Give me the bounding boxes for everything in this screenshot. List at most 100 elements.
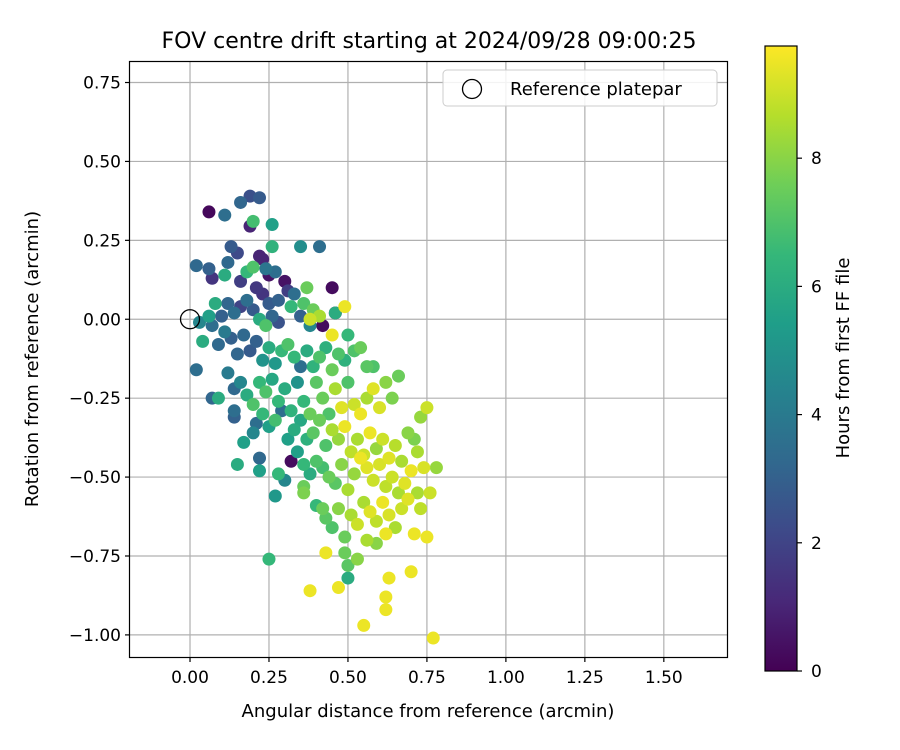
- data-point: [189, 363, 203, 377]
- data-point: [249, 334, 263, 348]
- data-point: [357, 495, 371, 509]
- y-axis-ticks: 0.75 0.50 0.25 0.00 −0.25 −0.50 −0.75 −1.00: [69, 74, 130, 646]
- data-point: [309, 375, 323, 389]
- data-point: [366, 473, 380, 487]
- colorbar-ticks: 0 2 4 6 8: [797, 149, 822, 682]
- data-point: [350, 432, 364, 446]
- data-point: [401, 426, 415, 440]
- data-point: [246, 426, 260, 440]
- colorbar: [764, 45, 798, 672]
- data-point: [331, 347, 345, 361]
- data-point: [313, 240, 327, 254]
- data-point: [297, 457, 311, 471]
- data-point: [341, 328, 355, 342]
- x-tick-label: 1.50: [645, 668, 683, 688]
- data-point: [284, 404, 298, 418]
- data-point: [331, 502, 345, 516]
- data-point: [379, 603, 393, 617]
- data-point: [218, 268, 232, 282]
- data-point: [309, 454, 323, 468]
- data-point: [300, 344, 314, 358]
- y-tick-label: −0.25: [69, 389, 121, 409]
- colorbar-tick-label: 2: [811, 534, 822, 554]
- data-point: [341, 375, 355, 389]
- data-point: [369, 442, 383, 456]
- x-tick-label: 0.25: [250, 668, 288, 688]
- data-point: [300, 281, 314, 295]
- data-point: [331, 432, 345, 446]
- data-point: [290, 445, 304, 459]
- data-point: [354, 341, 368, 355]
- y-tick-label: 0.25: [83, 231, 121, 251]
- x-tick-label: 0.50: [329, 668, 367, 688]
- data-point: [350, 517, 364, 531]
- data-point: [303, 584, 317, 598]
- data-point: [202, 205, 216, 219]
- data-point: [395, 454, 409, 468]
- data-point: [246, 260, 260, 274]
- data-point: [328, 306, 342, 320]
- data-point: [382, 571, 396, 585]
- data-point: [265, 309, 279, 323]
- data-point: [265, 240, 279, 254]
- reference-platepar-point: [179, 309, 201, 330]
- y-tick-label: 0.75: [83, 74, 121, 94]
- data-point: [313, 413, 327, 427]
- data-point: [253, 375, 267, 389]
- legend: Reference platepar: [442, 69, 718, 107]
- data-point: [297, 296, 311, 310]
- colorbar-tick-label: 4: [811, 406, 822, 426]
- data-point: [249, 281, 263, 295]
- data-point: [404, 464, 418, 478]
- data-point: [376, 432, 390, 446]
- data-point: [211, 338, 225, 352]
- data-point: [401, 492, 415, 506]
- data-point: [331, 581, 345, 595]
- data-point: [407, 527, 421, 541]
- data-point: [354, 407, 368, 421]
- data-point: [253, 451, 267, 465]
- data-point: [347, 397, 361, 411]
- data-point: [262, 341, 276, 355]
- data-point: [417, 461, 431, 475]
- data-point: [297, 486, 311, 500]
- x-axis-ticks: 0.00 0.25 0.50 0.75 1.00 1.25 1.50: [171, 657, 683, 688]
- data-point: [284, 454, 298, 468]
- data-point: [325, 363, 339, 377]
- data-point: [328, 382, 342, 396]
- data-point: [360, 533, 374, 547]
- data-point: [287, 423, 301, 437]
- data-point: [354, 451, 368, 465]
- data-point: [268, 356, 282, 370]
- data-point: [363, 505, 377, 519]
- data-point: [265, 372, 279, 386]
- data-point: [306, 426, 320, 440]
- y-tick-label: 0.00: [83, 310, 121, 330]
- data-point: [414, 410, 428, 424]
- data-point: [237, 328, 251, 342]
- data-point: [271, 467, 285, 481]
- data-point: [410, 445, 424, 459]
- data-point: [246, 303, 260, 317]
- data-point: [221, 255, 235, 269]
- data-point: [379, 375, 393, 389]
- data-point: [376, 495, 390, 509]
- data-point: [278, 382, 292, 396]
- x-tick-label: 1.00: [487, 668, 525, 688]
- data-point: [420, 401, 434, 415]
- data-point: [259, 319, 273, 333]
- chart-title: FOV centre drift starting at 2024/09/28 …: [162, 29, 697, 54]
- data-point: [341, 483, 355, 497]
- reference-marker: [179, 309, 201, 330]
- data-point: [344, 508, 358, 522]
- data-point: [347, 467, 361, 481]
- x-tick-label: 1.25: [566, 668, 604, 688]
- data-point: [391, 486, 405, 500]
- data-point: [410, 486, 424, 500]
- data-point: [388, 439, 402, 453]
- data-point: [426, 631, 440, 645]
- y-tick-label: −0.75: [69, 547, 121, 567]
- data-point: [284, 300, 298, 314]
- data-point: [230, 457, 244, 471]
